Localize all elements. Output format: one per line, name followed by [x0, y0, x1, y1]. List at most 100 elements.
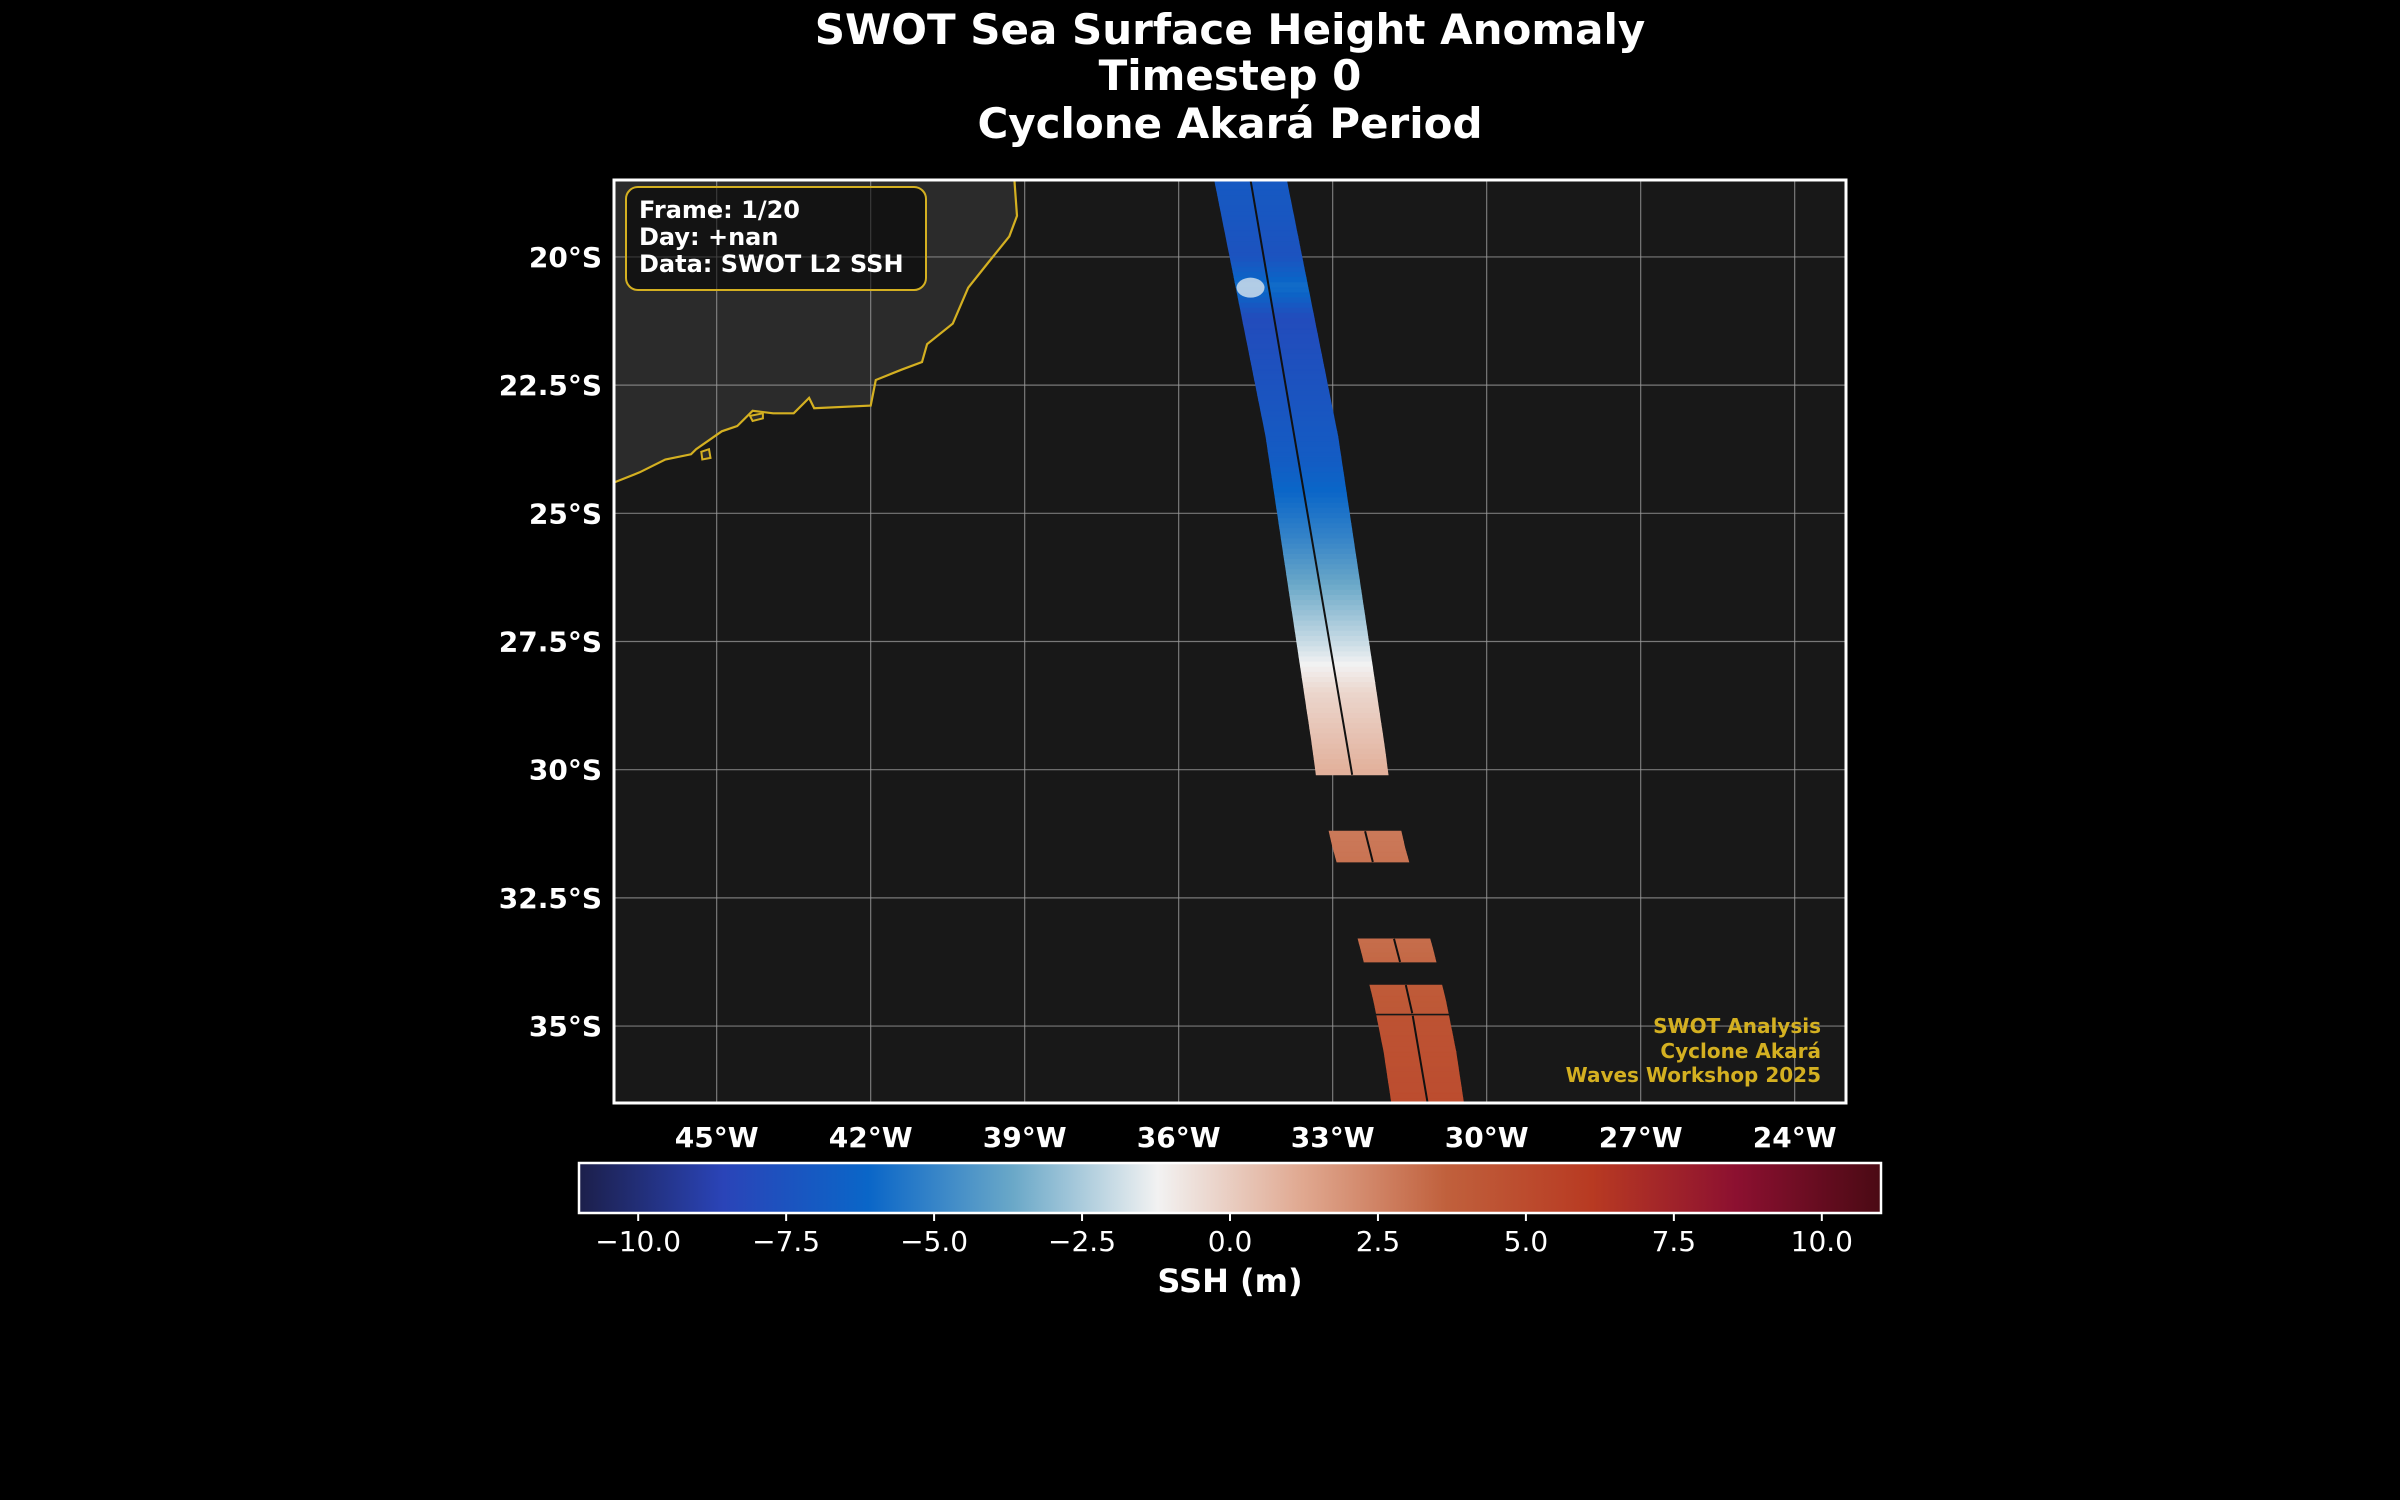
swath-cell — [1225, 236, 1300, 242]
longitude-tick-labels: 45°W 42°W 39°W 36°W 33°W 30°W 27°W 24°W — [675, 1121, 1837, 1154]
nadir-gap — [1393, 938, 1402, 963]
lon-tick-label: 36°W — [1137, 1121, 1221, 1154]
nadir-gap — [1364, 830, 1374, 863]
swath-cell — [1247, 343, 1321, 350]
lon-tick-label: 33°W — [1291, 1121, 1375, 1154]
swath-cell — [1269, 461, 1343, 468]
swath-cell — [1275, 502, 1350, 509]
swath-cell — [1286, 574, 1360, 581]
lon-tick-label: 30°W — [1445, 1121, 1529, 1154]
island-1 — [748, 412, 764, 423]
swath-cell — [1263, 425, 1338, 432]
colorbar-ticks: −10.0 −7.5 −5.0 −2.5 0.0 2.5 5.0 7.5 10.0 — [595, 1213, 1853, 1258]
swath-cell — [1249, 353, 1323, 360]
info-day: Day: +nan — [639, 223, 778, 251]
swath-cell — [1302, 682, 1376, 688]
swath-cell — [1280, 533, 1354, 540]
swath-cell — [1255, 384, 1330, 391]
colorbar-tick-label: 2.5 — [1356, 1225, 1401, 1258]
lat-tick-label: 27.5°S — [499, 626, 602, 659]
swath-cell — [1232, 271, 1307, 278]
swath-cell — [1259, 405, 1334, 412]
swath-cell — [1287, 584, 1362, 591]
swath-cell — [1267, 451, 1342, 458]
swath-cell — [1304, 697, 1379, 704]
lat-tick-label: 35°S — [529, 1010, 602, 1043]
swath-cell — [1228, 251, 1303, 258]
swath-cell — [1303, 692, 1378, 699]
swath-cell — [1297, 646, 1371, 653]
lon-tick-label: 39°W — [983, 1121, 1067, 1154]
colorbar-tick-label: −5.0 — [900, 1225, 968, 1258]
nadir-gap — [1404, 984, 1414, 1014]
lat-tick-label: 22.5°S — [499, 369, 602, 402]
swath-cell — [1270, 471, 1345, 478]
info-data-source: Data: SWOT L2 SSH — [639, 250, 904, 278]
colorbar-tick-label: 0.0 — [1208, 1225, 1253, 1258]
swot-swath — [1214, 180, 1465, 1103]
swath-cell — [1254, 379, 1328, 386]
latitude-tick-labels: 20°S 22.5°S 25°S 27.5°S 30°S 32.5°S 35°S — [499, 241, 602, 1043]
swath-cell — [1295, 636, 1370, 642]
lat-tick-label: 32.5°S — [499, 882, 602, 915]
swath-cell — [1241, 318, 1316, 324]
swath-segment-4 — [1376, 1015, 1465, 1103]
swath-cell — [1237, 297, 1312, 304]
swath-cell — [1277, 518, 1352, 524]
swath-cell — [1308, 723, 1383, 730]
swath-segment-2 — [1357, 938, 1437, 963]
swath-cell — [1239, 307, 1314, 314]
swath-cell — [1300, 671, 1375, 678]
coastline — [614, 180, 1019, 484]
coastal-islands — [700, 412, 764, 461]
swath-cell — [1305, 702, 1380, 709]
swath-cell — [1306, 707, 1380, 714]
swath-cell — [1290, 600, 1364, 606]
swath-cell — [1281, 543, 1356, 550]
swath-cell — [1283, 553, 1357, 560]
swath-cell — [1243, 328, 1318, 335]
swath-cell — [1229, 256, 1304, 263]
swath-cell — [1307, 712, 1381, 719]
title-line-1: SWOT Sea Surface Height Anomaly — [815, 5, 1646, 54]
swath-cell — [1266, 441, 1340, 447]
swath-cell — [1280, 538, 1355, 545]
swath-cell — [1283, 559, 1358, 565]
swath-cell — [1267, 446, 1341, 453]
swath-cell — [1289, 595, 1363, 601]
swath-cell — [1288, 589, 1363, 596]
swath-cell — [1300, 666, 1374, 673]
swath-cell — [1274, 497, 1349, 504]
swath-cell — [1244, 333, 1319, 340]
lon-tick-label: 45°W — [675, 1121, 759, 1154]
colorbar-tick-label: −10.0 — [595, 1225, 681, 1258]
swath-cell — [1301, 677, 1376, 683]
swath-cell — [1248, 348, 1322, 355]
title-line-2: Timestep 0 — [1099, 51, 1362, 100]
swath-cell — [1257, 395, 1332, 401]
swath-cell — [1298, 656, 1373, 663]
swath-cell — [1252, 369, 1326, 376]
swath-cell — [1278, 523, 1353, 530]
swath-segment-1 — [1328, 830, 1410, 863]
swath-cell — [1285, 569, 1360, 576]
info-frame: Frame: 1/20 — [639, 196, 800, 224]
swath-cell — [1276, 507, 1350, 514]
swath-cell — [1290, 605, 1365, 612]
swath-cell — [1250, 359, 1324, 365]
swath-cell — [1293, 625, 1368, 632]
swath-cell — [1268, 456, 1343, 463]
swath-cell — [1227, 246, 1302, 253]
figure-title: SWOT Sea Surface Height Anomaly Timestep… — [815, 5, 1646, 148]
lon-tick-label: 24°W — [1753, 1121, 1837, 1154]
swath-cell — [1299, 661, 1373, 668]
lat-tick-label: 25°S — [529, 497, 602, 530]
colorbar-gradient — [577, 1161, 1883, 1215]
title-line-3: Cyclone Akará Period — [977, 99, 1482, 148]
swath-cell — [1273, 487, 1347, 494]
swath-cell — [1296, 641, 1370, 647]
colorbar: −10.0 −7.5 −5.0 −2.5 0.0 2.5 5.0 7.5 10.0 SSH (m… — [577, 1161, 1883, 1300]
swath-cell — [1261, 415, 1336, 422]
swath-cell — [1292, 615, 1366, 622]
